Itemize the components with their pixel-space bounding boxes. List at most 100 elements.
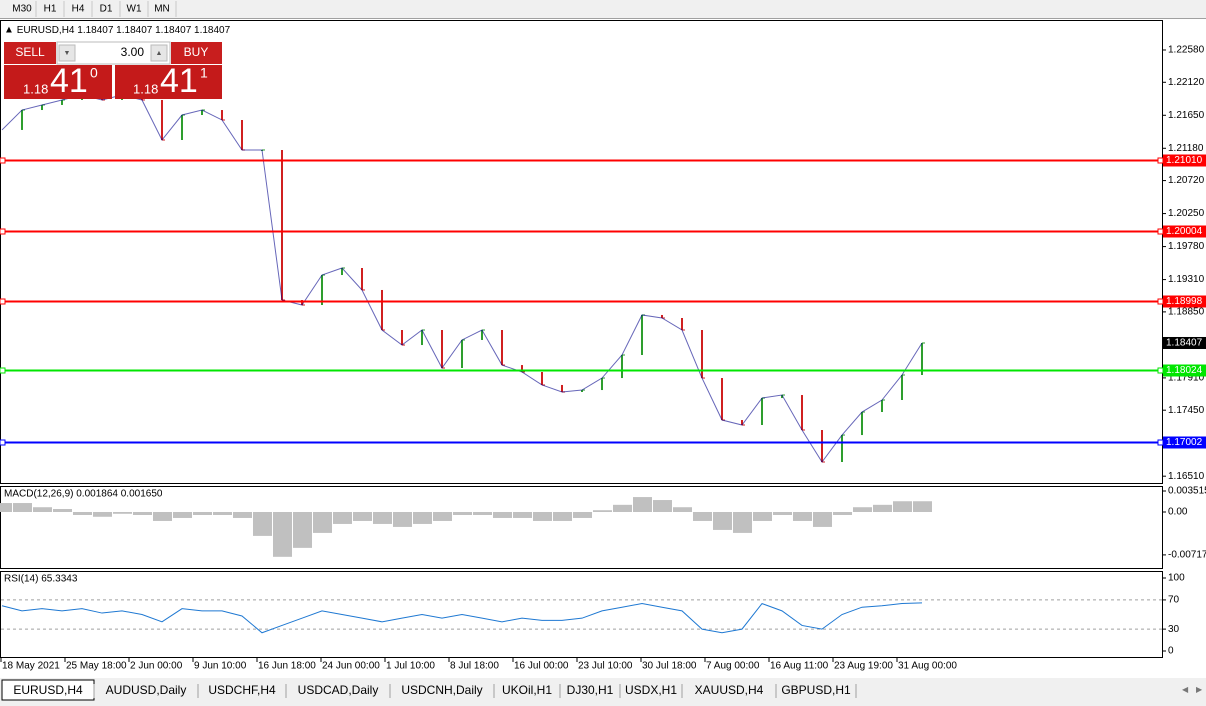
macd-bar bbox=[553, 511, 572, 521]
time-label: 16 Jun 18:00 bbox=[258, 661, 316, 672]
price-tick-label: 1.20720 bbox=[1168, 175, 1205, 186]
macd-bar bbox=[293, 511, 312, 548]
bid-box[interactable] bbox=[4, 65, 112, 99]
level-anchor[interactable] bbox=[0, 157, 6, 164]
tab-scroll-right[interactable]: ▶ bbox=[1196, 685, 1203, 694]
level-label: 1.20004 bbox=[1166, 226, 1203, 237]
lots-spinner[interactable] bbox=[56, 41, 171, 65]
timeframe-button[interactable]: D1 bbox=[100, 4, 113, 15]
symbol-info: ▲ EURUSD,H4 1.18407 1.18407 1.18407 1.18… bbox=[4, 25, 231, 36]
timeframe-toolbar: M30 H1 H4 D1 W1 MN bbox=[12, 1, 177, 17]
macd-bar bbox=[0, 503, 12, 512]
buy-button[interactable] bbox=[171, 42, 222, 64]
sell-button[interactable] bbox=[4, 42, 56, 64]
lots-down-icon: ▼ bbox=[64, 50, 71, 57]
chart-tab[interactable]: AUDUSD,Daily bbox=[106, 683, 187, 697]
level-anchor[interactable] bbox=[0, 367, 6, 374]
time-label: 24 Jun 00:00 bbox=[322, 661, 380, 672]
time-label: 16 Aug 11:00 bbox=[770, 661, 829, 672]
level-anchor[interactable] bbox=[0, 439, 6, 446]
level-label: 1.18024 bbox=[1166, 365, 1203, 376]
buy-label: BUY bbox=[184, 45, 209, 59]
chart-tab[interactable]: USDX,H1 bbox=[625, 683, 677, 697]
macd-bar bbox=[253, 511, 272, 536]
chart-tab[interactable]: USDCNH,Daily bbox=[401, 683, 482, 697]
macd-bar bbox=[593, 510, 612, 512]
macd-bar bbox=[393, 511, 412, 527]
price-tick-label: 1.18850 bbox=[1168, 307, 1205, 318]
time-label: 31 Aug 00:00 bbox=[898, 661, 957, 672]
chart-tabs: EURUSD,H4 AUDUSD,Daily USDCHF,H4 USDCAD,Dai… bbox=[1, 679, 857, 701]
rsi-panel: 100 70 30 0 bbox=[1, 573, 1185, 657]
chart-tab[interactable]: XAUUSD,H4 bbox=[695, 683, 764, 697]
macd-bar bbox=[413, 511, 432, 524]
current-price-label: 1.18407 bbox=[1166, 338, 1203, 349]
tab-scroll-left[interactable]: ◀ bbox=[1182, 685, 1189, 694]
timeframe-button[interactable]: H4 bbox=[72, 4, 85, 15]
level-label-bg bbox=[1163, 295, 1206, 308]
price-tick-label: 1.19310 bbox=[1168, 274, 1205, 285]
macd-bar bbox=[493, 511, 512, 518]
level-anchor[interactable] bbox=[1157, 228, 1164, 235]
level-label: 1.21010 bbox=[1166, 155, 1203, 166]
macd-bar bbox=[613, 504, 632, 512]
macd-bar bbox=[693, 511, 712, 521]
chart-tab[interactable]: USDCAD,Daily bbox=[298, 683, 379, 697]
chart-tab[interactable]: GBPUSD,H1 bbox=[781, 683, 851, 697]
level-anchor[interactable] bbox=[0, 228, 6, 235]
time-axis: 18 May 2021 25 May 18:00 2 Jun 00:00 9 Jun … bbox=[0, 658, 957, 672]
macd-bar bbox=[13, 503, 32, 512]
time-label: 2 Jun 00:00 bbox=[130, 661, 183, 672]
macd-bar bbox=[313, 511, 332, 533]
macd-bar bbox=[873, 504, 892, 512]
bid-prefix: 1.18 bbox=[23, 81, 48, 96]
timeframe-button[interactable]: M30 bbox=[12, 4, 32, 15]
chart-tab[interactable]: EURUSD,H4 bbox=[13, 683, 83, 697]
macd-bar bbox=[373, 511, 392, 524]
rsi-label: RSI(14) 65.3343 bbox=[4, 574, 78, 585]
ask-box[interactable] bbox=[115, 65, 222, 99]
level-label: 1.18998 bbox=[1166, 296, 1203, 307]
macd-label: MACD(12,26,9) 0.001864 0.001650 bbox=[4, 489, 163, 500]
level-anchor[interactable] bbox=[1157, 157, 1164, 164]
level-anchor[interactable] bbox=[1157, 298, 1164, 305]
macd-bar bbox=[653, 500, 672, 512]
price-tick-label: 1.22120 bbox=[1168, 77, 1205, 88]
macd-bar bbox=[33, 507, 52, 512]
time-label: 18 May 2021 bbox=[2, 661, 60, 672]
timeframe-button[interactable]: MN bbox=[154, 4, 170, 15]
time-label: 23 Jul 10:00 bbox=[578, 661, 633, 672]
time-label: 1 Jul 10:00 bbox=[386, 661, 435, 672]
rsi-tick-label: 0 bbox=[1168, 646, 1174, 657]
macd-bar bbox=[673, 507, 692, 512]
macd-bar bbox=[813, 511, 832, 527]
macd-bar bbox=[893, 501, 912, 512]
chart-tab[interactable]: DJ30,H1 bbox=[567, 683, 614, 697]
chart-tab[interactable]: UKOil,H1 bbox=[502, 683, 552, 697]
level-anchor[interactable] bbox=[1157, 439, 1164, 446]
current-price-bg bbox=[1163, 336, 1206, 349]
level-anchor[interactable] bbox=[1157, 367, 1164, 374]
macd-bar bbox=[153, 511, 172, 521]
level-label-bg bbox=[1163, 154, 1206, 167]
ask-main: 41 bbox=[160, 62, 198, 100]
lots-up[interactable] bbox=[150, 44, 168, 62]
chart-tab[interactable]: USDCHF,H4 bbox=[208, 683, 276, 697]
price-tick-label: 1.17910 bbox=[1168, 373, 1205, 384]
timeframe-button[interactable]: W1 bbox=[127, 4, 142, 15]
price-tick-label: 1.21180 bbox=[1168, 143, 1204, 154]
price-tick-label: 1.19780 bbox=[1168, 241, 1205, 252]
macd-bar bbox=[213, 511, 232, 515]
lots-down[interactable] bbox=[58, 44, 76, 62]
timeframe-button[interactable]: H1 bbox=[44, 4, 57, 15]
macd-bar bbox=[433, 511, 452, 521]
time-label: 9 Jun 10:00 bbox=[194, 661, 247, 672]
level-anchor[interactable] bbox=[0, 298, 6, 305]
trade-panel: SELL ▼ ▲ 3.00 BUY 1.18 41 0 1.18 41 1 bbox=[4, 41, 222, 100]
macd-bar bbox=[533, 511, 552, 521]
macd-bar bbox=[273, 511, 292, 557]
bid-main: 41 bbox=[50, 62, 88, 100]
macd-bar bbox=[913, 501, 932, 512]
level-label-bg bbox=[1163, 364, 1206, 377]
